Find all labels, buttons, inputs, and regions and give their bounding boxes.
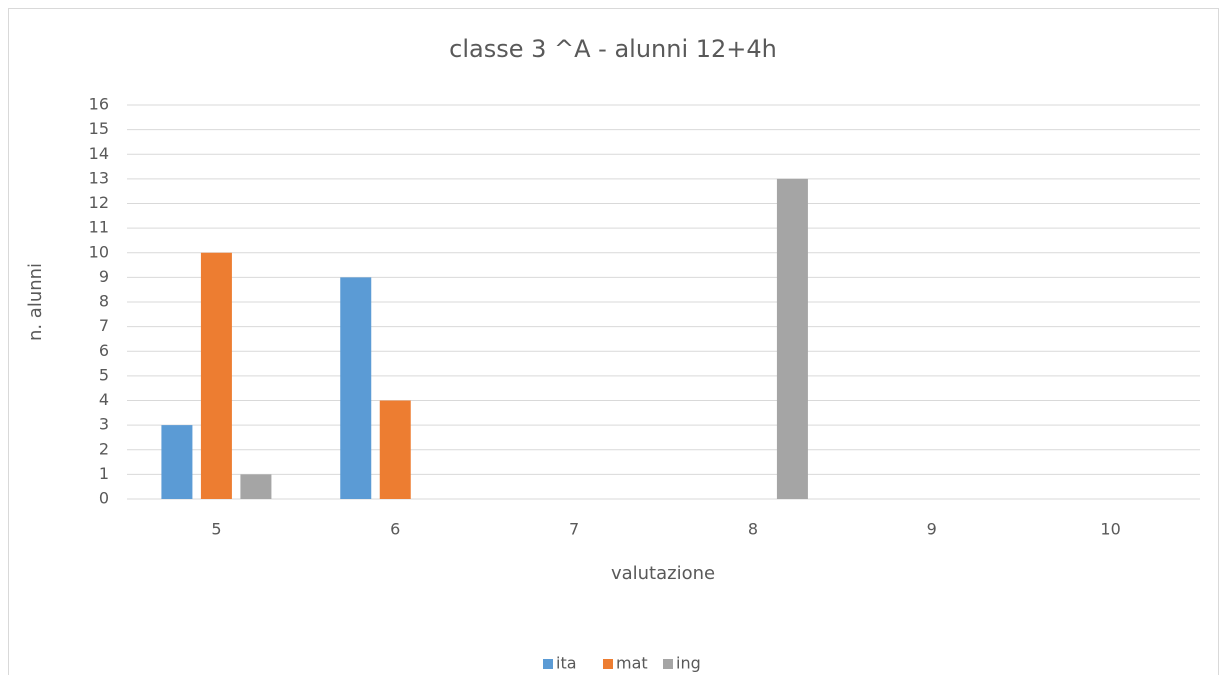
y-tick-label: 6 bbox=[99, 341, 109, 360]
y-tick-label: 2 bbox=[99, 439, 109, 458]
y-tick-label: 14 bbox=[89, 144, 109, 163]
bar bbox=[240, 474, 272, 499]
legend-label: ita bbox=[556, 654, 577, 673]
y-tick-label: 9 bbox=[99, 267, 109, 286]
y-tick-label: 0 bbox=[99, 489, 109, 508]
y-tick-label: 16 bbox=[89, 95, 109, 114]
y-tick-label: 1 bbox=[99, 464, 109, 483]
y-tick-label: 12 bbox=[89, 193, 109, 212]
x-tick-label: 8 bbox=[748, 520, 758, 539]
y-tick-label: 10 bbox=[89, 242, 109, 261]
x-axis-label: valutazione bbox=[611, 563, 715, 584]
legend-swatch bbox=[603, 659, 613, 669]
x-tick-label: 9 bbox=[927, 520, 937, 539]
bar bbox=[340, 277, 372, 499]
y-tick-label: 11 bbox=[89, 218, 109, 237]
legend-label: ing bbox=[676, 654, 701, 673]
y-tick-label: 7 bbox=[99, 316, 109, 335]
x-tick-label: 7 bbox=[569, 520, 579, 539]
y-tick-label: 13 bbox=[89, 168, 109, 187]
y-tick-label: 5 bbox=[99, 365, 109, 384]
legend-swatch bbox=[543, 659, 553, 669]
bar bbox=[200, 252, 232, 499]
legend-swatch bbox=[663, 659, 673, 669]
x-tick-label: 6 bbox=[390, 520, 400, 539]
y-axis-label: n. alunni bbox=[25, 263, 46, 341]
y-tick-label: 4 bbox=[99, 390, 109, 409]
legend-label: mat bbox=[616, 654, 648, 673]
bar bbox=[776, 178, 808, 499]
y-tick-label: 15 bbox=[89, 119, 109, 138]
bar bbox=[379, 400, 411, 499]
x-tick-label: 10 bbox=[1100, 520, 1120, 539]
bar bbox=[161, 425, 193, 499]
chart-title: classe 3 ^A - alunni 12+4h bbox=[449, 35, 777, 63]
y-tick-label: 3 bbox=[99, 415, 109, 434]
y-tick-label: 8 bbox=[99, 292, 109, 311]
x-tick-label: 5 bbox=[211, 520, 221, 539]
